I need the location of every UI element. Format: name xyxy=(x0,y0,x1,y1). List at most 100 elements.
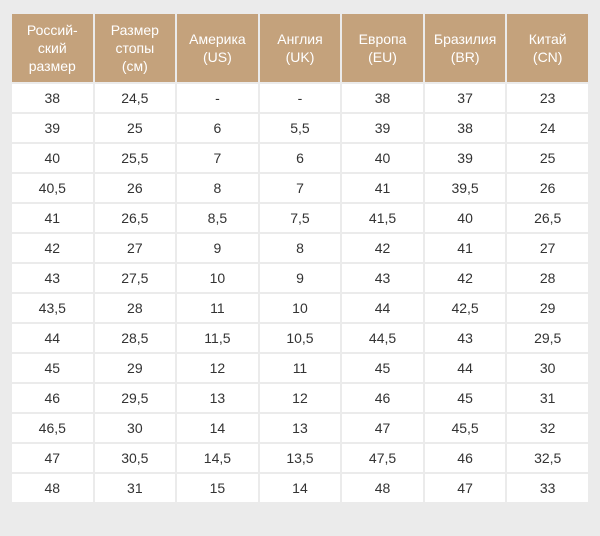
cell-br-size: 43 xyxy=(424,324,506,352)
cell-eu-size: 41,5 xyxy=(342,204,423,232)
header-line: Европа xyxy=(358,31,407,47)
cell-foot-size: 24,5 xyxy=(94,84,176,112)
cell-russian-size: 38 xyxy=(12,84,93,112)
table-row: 38 24,5- -38 37 23 xyxy=(12,84,588,112)
cell-us-size: 8,5 xyxy=(177,204,258,232)
cell-br-size: 39 xyxy=(424,144,506,172)
table-row: 45 29 12 11 45 44 30 xyxy=(12,354,588,382)
cell-us-size: 7 xyxy=(177,144,258,172)
cell-russian-size: 43,5 xyxy=(12,294,93,322)
cell-foot-size: 28 xyxy=(94,294,176,322)
cell-cn-size: 23 xyxy=(507,84,588,112)
cell-cn-size: 25 xyxy=(507,144,588,172)
header-line: (см) xyxy=(121,58,148,74)
cell-uk-size: 14 xyxy=(259,474,341,502)
cell-foot-size: 30 xyxy=(94,414,176,442)
cell-cn-size: 26 xyxy=(507,174,588,202)
header-foot-size: Размер стопы (см) xyxy=(94,14,176,82)
header-line: (EU) xyxy=(368,49,397,65)
table-row: 43,5 28 11 10 44 42,5 29 xyxy=(12,294,588,322)
cell-foot-size: 29,5 xyxy=(94,384,176,412)
cell-eu-size: 43 xyxy=(342,264,423,292)
cell-foot-size: 29 xyxy=(94,354,176,382)
cell-foot-size: 31 xyxy=(94,474,176,502)
cell-cn-size: 33 xyxy=(507,474,588,502)
cell-russian-size: 42 xyxy=(12,234,93,262)
cell-us-size: 10 xyxy=(177,264,258,292)
cell-russian-size: 46,5 xyxy=(12,414,93,442)
cell-eu-size: 39 xyxy=(342,114,423,142)
cell-br-size: 41 xyxy=(424,234,506,262)
header-line: (BR) xyxy=(450,49,480,65)
cell-foot-size: 27,5 xyxy=(94,264,176,292)
cell-foot-size: 30,5 xyxy=(94,444,176,472)
cell-uk-size: 7,5 xyxy=(259,204,341,232)
header-line: Англия xyxy=(277,31,323,47)
header-line: Америка xyxy=(189,31,246,47)
table-row: 46,5 30 14 13 47 45,5 32 xyxy=(12,414,588,442)
cell-eu-size: 47 xyxy=(342,414,423,442)
cell-us-size: 9 xyxy=(177,234,258,262)
size-chart: Россий- ский размер Размер стопы (см) Ам… xyxy=(10,12,590,504)
cell-foot-size: 25 xyxy=(94,114,176,142)
cell-eu-size: 40 xyxy=(342,144,423,172)
header-russian-size: Россий- ский размер xyxy=(12,14,93,82)
cell-br-size: 44 xyxy=(424,354,506,382)
cell-us-size: 14,5 xyxy=(177,444,258,472)
cell-us-size: 15 xyxy=(177,474,258,502)
cell-cn-size: 31 xyxy=(507,384,588,412)
cell-cn-size: 28 xyxy=(507,264,588,292)
cell-uk-size: 11 xyxy=(259,354,341,382)
table-row: 39 25 6 5,5 39 38 24 xyxy=(12,114,588,142)
cell-br-size: 42,5 xyxy=(424,294,506,322)
cell-foot-size: 27 xyxy=(94,234,176,262)
cell-russian-size: 47 xyxy=(12,444,93,472)
cell-foot-size: 26 xyxy=(94,174,176,202)
cell-uk-size: 10,5 xyxy=(259,324,341,352)
cell-uk-size: 6 xyxy=(259,144,341,172)
cell-br-size: 47 xyxy=(424,474,506,502)
cell-us-size: 8 xyxy=(177,174,258,202)
header-line: стопы xyxy=(115,40,155,56)
cell-cn-size: 29 xyxy=(507,294,588,322)
cell-russian-size: 40 xyxy=(12,144,93,172)
table-row: 42 27 9 8 42 41 27 xyxy=(12,234,588,262)
cell-uk-size: 10 xyxy=(259,294,341,322)
table-row: 41 26,5 8,5 7,5 41,5 40 26,5 xyxy=(12,204,588,232)
cell-russian-size: 43 xyxy=(12,264,93,292)
table-row: 44 28,5 11,5 10,5 44,5 43 29,5 xyxy=(12,324,588,352)
cell-cn-size: 32,5 xyxy=(507,444,588,472)
cell-eu-size: 45 xyxy=(342,354,423,382)
cell-cn-size: 32 xyxy=(507,414,588,442)
cell-us-size: 12 xyxy=(177,354,258,382)
header-eu-size: Европа (EU) xyxy=(342,14,423,82)
table-row: 47 30,5 14,5 13,5 47,5 46 32,5 xyxy=(12,444,588,472)
cell-cn-size: 29,5 xyxy=(507,324,588,352)
cell-cn-size: 26,5 xyxy=(507,204,588,232)
cell-eu-size: 44 xyxy=(342,294,423,322)
cell-russian-size: 46 xyxy=(12,384,93,412)
cell-uk-size: 13 xyxy=(259,414,341,442)
cell-foot-size: 28,5 xyxy=(94,324,176,352)
cell-uk-size: 7 xyxy=(259,174,341,202)
header-line: Бразилия xyxy=(433,31,497,47)
cell-uk-size: 9 xyxy=(259,264,341,292)
cell-foot-size: 25,5 xyxy=(94,144,176,172)
cell-br-size: 37 xyxy=(424,84,506,112)
cell-eu-size: 38 xyxy=(342,84,423,112)
cell-us-size: - xyxy=(177,84,258,112)
cell-br-size: 39,5 xyxy=(424,174,506,202)
header-line: Размер xyxy=(110,22,159,38)
cell-uk-size: - xyxy=(259,84,341,112)
header-line: (CN) xyxy=(532,49,563,65)
header-line: Россий- xyxy=(26,22,78,38)
cell-us-size: 13 xyxy=(177,384,258,412)
cell-eu-size: 44,5 xyxy=(342,324,423,352)
cell-br-size: 38 xyxy=(424,114,506,142)
cell-us-size: 6 xyxy=(177,114,258,142)
cell-russian-size: 41 xyxy=(12,204,93,232)
table-row: 40 25,5 7 6 40 39 25 xyxy=(12,144,588,172)
shoe-size-table: Россий- ский размер Размер стопы (см) Ам… xyxy=(10,12,590,504)
cell-cn-size: 24 xyxy=(507,114,588,142)
cell-eu-size: 42 xyxy=(342,234,423,262)
